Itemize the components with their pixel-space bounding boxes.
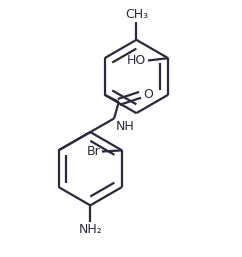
Text: NH: NH bbox=[115, 120, 134, 133]
Text: HO: HO bbox=[127, 54, 146, 67]
Text: Br: Br bbox=[86, 145, 100, 158]
Text: CH₃: CH₃ bbox=[125, 8, 148, 21]
Text: NH₂: NH₂ bbox=[78, 223, 102, 236]
Text: O: O bbox=[143, 88, 153, 101]
